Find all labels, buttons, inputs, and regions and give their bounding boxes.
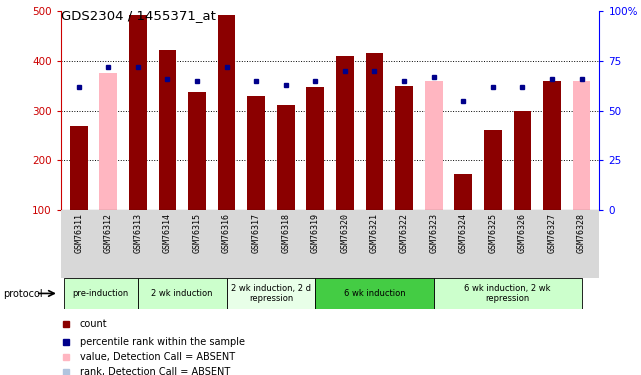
Text: GSM76324: GSM76324 xyxy=(459,213,468,253)
Text: GSM76318: GSM76318 xyxy=(281,213,290,253)
Text: GSM76311: GSM76311 xyxy=(74,213,83,253)
Bar xyxy=(277,105,295,210)
Text: 6 wk induction, 2 wk
repression: 6 wk induction, 2 wk repression xyxy=(464,284,551,303)
Bar xyxy=(99,74,117,210)
Text: GSM76319: GSM76319 xyxy=(311,213,320,253)
Text: 2 wk induction: 2 wk induction xyxy=(151,289,213,298)
Text: protocol: protocol xyxy=(3,290,43,299)
Bar xyxy=(306,87,324,210)
Text: GSM76313: GSM76313 xyxy=(133,213,142,253)
Text: GSM76325: GSM76325 xyxy=(488,213,497,253)
Bar xyxy=(138,278,226,309)
Bar xyxy=(64,278,138,309)
Bar xyxy=(395,86,413,210)
Text: value, Detection Call = ABSENT: value, Detection Call = ABSENT xyxy=(79,352,235,362)
Bar xyxy=(247,96,265,210)
Bar xyxy=(513,111,531,210)
Text: GSM76315: GSM76315 xyxy=(192,213,201,253)
Bar xyxy=(365,54,383,210)
Text: GSM76312: GSM76312 xyxy=(104,213,113,253)
Text: GSM76326: GSM76326 xyxy=(518,213,527,253)
Text: GSM76317: GSM76317 xyxy=(252,213,261,253)
Bar xyxy=(315,278,434,309)
Bar xyxy=(425,81,442,210)
Text: GSM76320: GSM76320 xyxy=(340,213,349,253)
Text: GSM76314: GSM76314 xyxy=(163,213,172,253)
Text: rank, Detection Call = ABSENT: rank, Detection Call = ABSENT xyxy=(79,367,230,375)
Bar xyxy=(129,15,147,210)
Text: GDS2304 / 1455371_at: GDS2304 / 1455371_at xyxy=(61,9,216,22)
Bar xyxy=(158,50,176,210)
Text: pre-induction: pre-induction xyxy=(72,289,129,298)
Text: GSM76322: GSM76322 xyxy=(399,213,408,253)
Text: count: count xyxy=(79,319,107,329)
Bar xyxy=(188,92,206,210)
Bar xyxy=(218,15,235,210)
Bar xyxy=(226,278,315,309)
Bar xyxy=(336,56,354,210)
Text: GSM76316: GSM76316 xyxy=(222,213,231,253)
Text: percentile rank within the sample: percentile rank within the sample xyxy=(79,337,245,347)
Text: GSM76321: GSM76321 xyxy=(370,213,379,253)
Text: GSM76328: GSM76328 xyxy=(577,213,586,253)
Bar xyxy=(484,129,502,210)
Bar xyxy=(434,278,581,309)
Text: 6 wk induction: 6 wk induction xyxy=(344,289,405,298)
Bar xyxy=(70,126,88,210)
Bar xyxy=(543,81,561,210)
Text: GSM76327: GSM76327 xyxy=(547,213,556,253)
Bar xyxy=(454,174,472,210)
Text: 2 wk induction, 2 d
repression: 2 wk induction, 2 d repression xyxy=(231,284,311,303)
Text: GSM76323: GSM76323 xyxy=(429,213,438,253)
Bar xyxy=(572,81,590,210)
